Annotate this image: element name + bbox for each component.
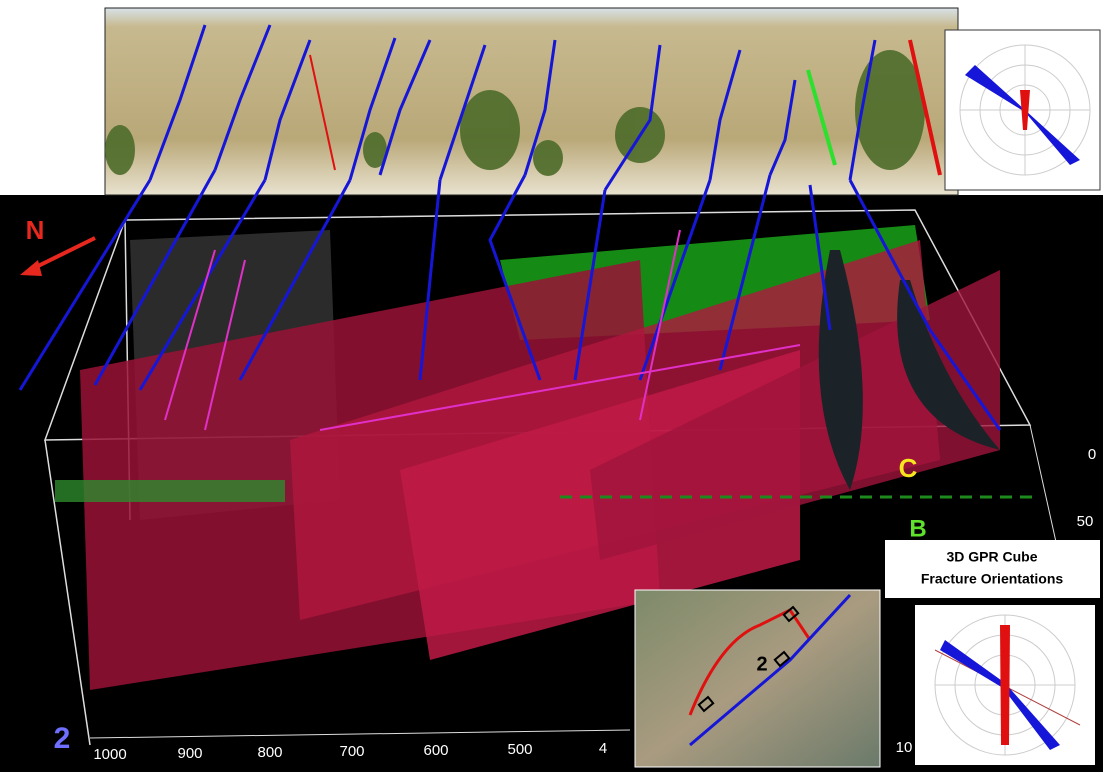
- north-label: N: [26, 215, 45, 245]
- outcrop-photo: [104, 7, 959, 196]
- depth-tick-label: 0: [1088, 446, 1096, 463]
- x-tick-label: 900: [177, 745, 202, 762]
- side-tick-label: 10: [896, 739, 913, 756]
- legend-title: 3D GPR Cube: [946, 549, 1037, 565]
- x-tick-label: 700: [339, 743, 364, 760]
- legend-subtitle: Fracture Orientations: [921, 571, 1064, 587]
- x-tick-label: 800: [257, 744, 282, 761]
- fracture-planes: [55, 225, 1035, 690]
- legend-box: [885, 540, 1100, 598]
- rose-diagram-outcrop: [944, 29, 1101, 191]
- north-arrow: N: [20, 215, 96, 276]
- x-tick-label: 4: [599, 740, 607, 757]
- x-axis: [89, 729, 631, 739]
- horizon-b-label: B: [909, 515, 926, 542]
- depth-tick-label: 50: [1077, 513, 1094, 530]
- x-tick-label: 600: [423, 742, 448, 759]
- x-tick-label: 1000: [93, 746, 126, 763]
- fracture-picks: [164, 229, 801, 431]
- x-tick-label: 500: [507, 741, 532, 758]
- fracture-traces: [18, 169, 1002, 431]
- rose-diagram-gpr: [915, 605, 1095, 765]
- panel-number: 2: [54, 722, 71, 755]
- map-inset: 2: [634, 589, 881, 768]
- depth-axis: [1029, 424, 1061, 561]
- map-label: 2: [756, 653, 767, 675]
- horizon-c-label: C: [899, 453, 918, 483]
